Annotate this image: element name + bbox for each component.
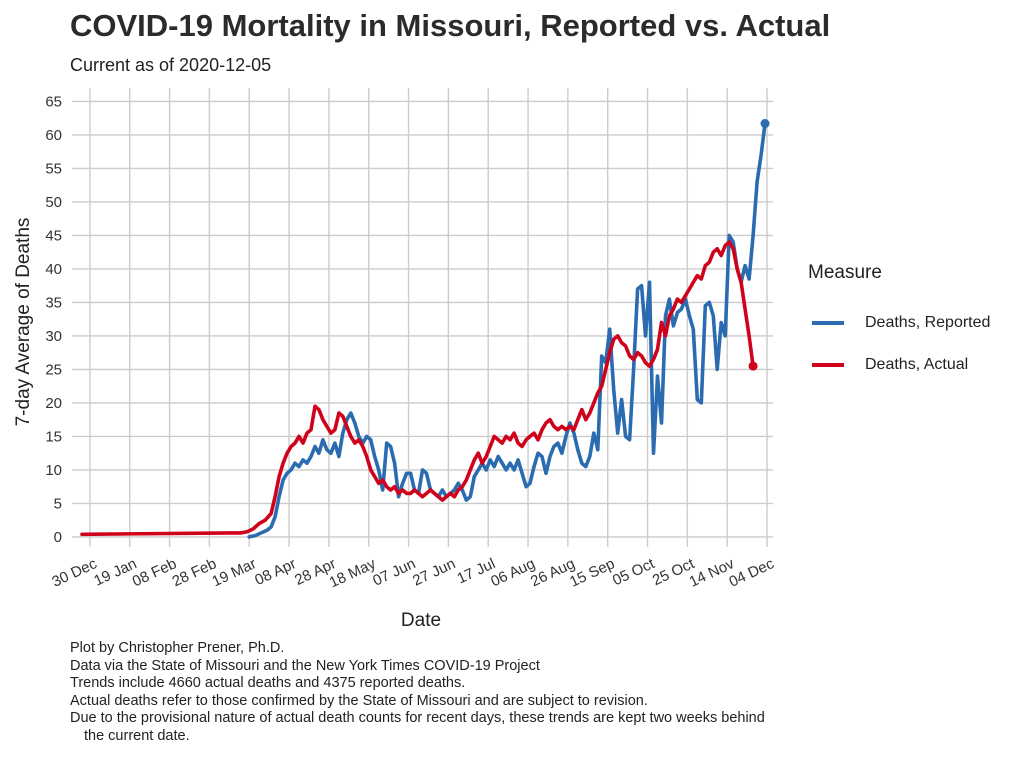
y-tick-label: 45 bbox=[45, 227, 62, 244]
legend: Measure Deaths, Reported Deaths, Actual bbox=[808, 262, 990, 386]
series-end-point-0 bbox=[760, 119, 770, 129]
chart-subtitle: Current as of 2020-12-05 bbox=[70, 55, 272, 75]
legend-item-actual: Deaths, Actual bbox=[808, 344, 990, 386]
series-end-point-1 bbox=[748, 361, 758, 371]
y-tick-label: 30 bbox=[45, 328, 62, 345]
x-axis-label: Date bbox=[401, 610, 441, 631]
y-tick-label: 10 bbox=[45, 462, 62, 479]
y-tick-label: 50 bbox=[45, 194, 62, 211]
y-tick-label: 40 bbox=[45, 261, 62, 278]
caption-line: Actual deaths refer to those confirmed b… bbox=[70, 692, 648, 709]
x-tick-label: 26 Aug bbox=[528, 555, 578, 590]
legend-label-reported: Deaths, Reported bbox=[865, 314, 991, 331]
series-lines bbox=[80, 119, 770, 539]
series-line-0 bbox=[247, 121, 767, 539]
x-tick-label: 08 Feb bbox=[130, 555, 180, 590]
y-tick-label: 15 bbox=[45, 428, 62, 445]
y-tick-label: 60 bbox=[45, 127, 62, 144]
caption: Plot by Christopher Prener, Ph.D. Data v… bbox=[70, 640, 765, 745]
legend-key-actual bbox=[812, 363, 844, 367]
y-tick-label: 5 bbox=[54, 495, 62, 512]
y-tick-label: 25 bbox=[45, 361, 62, 378]
chart-title: COVID-19 Mortality in Missouri, Reported… bbox=[70, 8, 831, 43]
legend-label-actual: Deaths, Actual bbox=[865, 356, 969, 373]
y-tick-label: 20 bbox=[45, 395, 62, 412]
x-tick-label: 27 Jun bbox=[410, 555, 458, 589]
y-tick-label: 0 bbox=[54, 529, 62, 546]
caption-line: Trends include 4660 actual deaths and 43… bbox=[70, 675, 466, 691]
x-tick-label: 05 Oct bbox=[610, 555, 658, 589]
x-tick-label: 28 Feb bbox=[170, 555, 220, 590]
legend-key-reported bbox=[812, 321, 844, 325]
series-line-1 bbox=[80, 240, 755, 537]
x-tick-label: 19 Jan bbox=[91, 555, 139, 589]
legend-title: Measure bbox=[808, 262, 882, 283]
caption-line: Due to the provisional nature of actual … bbox=[70, 710, 765, 726]
y-tick-label: 55 bbox=[45, 160, 62, 177]
legend-item-reported: Deaths, Reported bbox=[808, 302, 990, 344]
y-axis-label: 7-day Average of Deaths bbox=[13, 218, 34, 427]
x-tick-label: 07 Jun bbox=[370, 555, 418, 589]
y-tick-label: 65 bbox=[45, 93, 62, 110]
caption-line: Plot by Christopher Prener, Ph.D. bbox=[70, 640, 285, 656]
x-tick-label: 08 Apr bbox=[252, 555, 298, 589]
y-tick-label: 35 bbox=[45, 294, 62, 311]
x-tick-label: 19 Mar bbox=[209, 555, 258, 590]
caption-line: Data via the State of Missouri and the N… bbox=[70, 657, 540, 674]
y-axis-ticks: 0 5 10 15 20 25 30 35 40 45 50 55 60 65 bbox=[45, 93, 62, 546]
x-tick-label: 06 Aug bbox=[488, 555, 538, 590]
x-tick-label: 04 Dec bbox=[726, 555, 777, 591]
caption-line: the current date. bbox=[84, 727, 190, 744]
